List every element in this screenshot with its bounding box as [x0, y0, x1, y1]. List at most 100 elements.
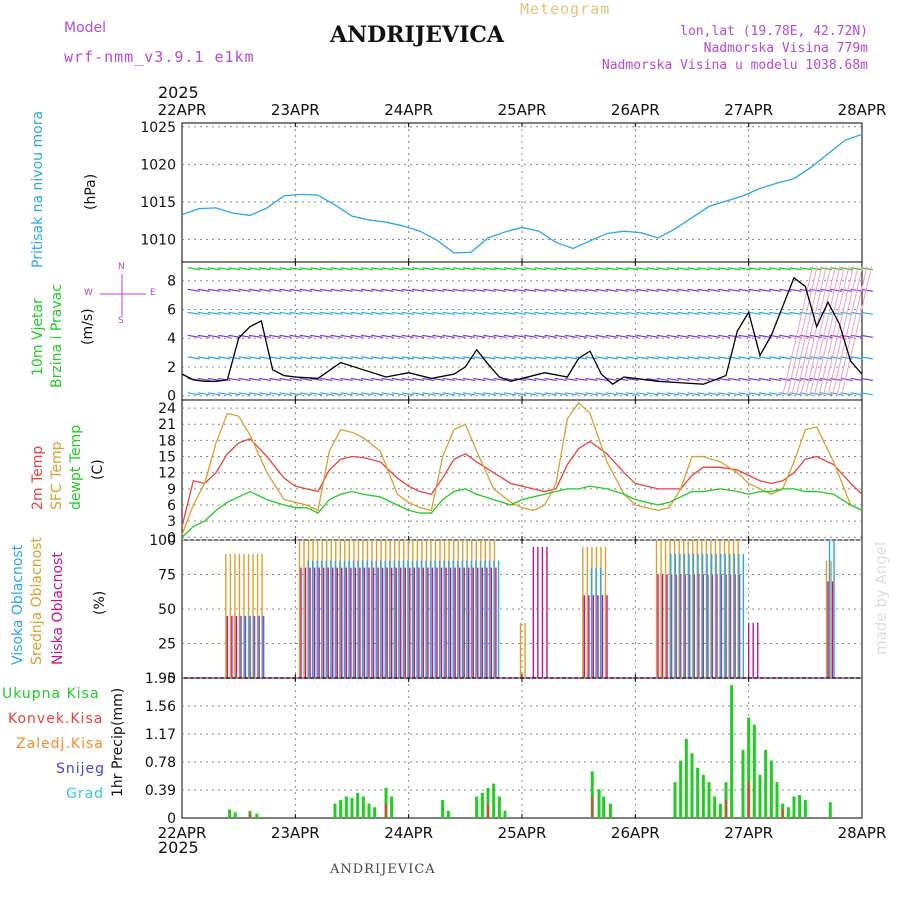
wind-barb [850, 356, 863, 360]
wind-barb [462, 356, 476, 360]
wind-barb [350, 377, 363, 382]
wind-barb [585, 311, 598, 315]
wind-barb [299, 334, 312, 338]
wind-barb [738, 356, 751, 360]
model-label: Model [64, 20, 107, 36]
wind-barb [585, 392, 598, 396]
wind-barb [228, 311, 241, 315]
wind-barb [371, 288, 384, 292]
xtick-label-top: 24APR [384, 101, 433, 119]
ytick-label-precip: 1.17 [145, 727, 176, 743]
wind-barb [320, 356, 333, 360]
precip-bar [758, 774, 762, 818]
wind-barb [840, 267, 853, 271]
wind-barb [473, 267, 486, 271]
wind-barb [636, 392, 649, 396]
wind-barb [707, 311, 720, 315]
wind-barb [768, 377, 782, 382]
wind-barb [340, 267, 353, 271]
ytick-label-temp: 18 [158, 433, 176, 449]
wind-barb [411, 356, 425, 360]
xtick-label-top: 25APR [498, 101, 547, 119]
wind-barb [554, 311, 567, 315]
cloud-unit: (%) [92, 590, 108, 615]
wind-barb [758, 356, 771, 360]
wind-barb [779, 334, 792, 338]
wind-barb [636, 288, 649, 292]
wind-barb [289, 377, 302, 382]
wind-label-1: 10m Vjetar [30, 298, 46, 376]
wind-barb [228, 377, 241, 382]
wind-barb [677, 311, 690, 315]
wind-barb [728, 311, 741, 315]
precip-bar [730, 685, 734, 818]
wind-barb [279, 392, 292, 396]
wind-barb [309, 392, 323, 396]
cloud-label-high: Visoka Oblacnost [10, 544, 26, 665]
wind-barb [524, 377, 537, 382]
wind-barb [218, 356, 231, 360]
wind-barb [258, 288, 272, 292]
wind-barb [595, 267, 608, 271]
wind-barb [442, 377, 455, 382]
wind-barb [218, 334, 231, 338]
wind-barb [687, 334, 700, 338]
precip-bar [690, 753, 694, 818]
wind-barb [320, 267, 333, 271]
wind-barb [218, 377, 231, 382]
precip-bar [696, 767, 700, 818]
wind-barb [677, 392, 690, 396]
wind-barb [656, 377, 669, 382]
compass-n: N [118, 262, 125, 272]
wind-barb [432, 334, 445, 338]
wind-barb [371, 377, 384, 382]
wind-barb [207, 377, 221, 382]
precip-bar [503, 810, 507, 818]
wind-barb [320, 392, 333, 396]
wind-barb [289, 334, 302, 338]
series-line-temp [181, 438, 863, 527]
wind-barb [197, 356, 210, 360]
wind-barb [626, 267, 639, 271]
wind-barb [544, 356, 557, 360]
wind-barb [289, 288, 302, 292]
wind-barb [279, 334, 292, 338]
ytick-label-precip: 0 [167, 811, 176, 827]
wind-barb [371, 311, 384, 315]
wind-barb [411, 288, 425, 292]
wind-barb [575, 288, 588, 292]
precip-bar [781, 809, 784, 818]
legend-snow: Snijeg [56, 761, 106, 777]
compass-s: S [118, 316, 124, 326]
wind-barb [513, 356, 527, 360]
wind-barb [615, 334, 629, 338]
wind-barb [717, 392, 731, 396]
precip-bar [741, 749, 745, 818]
wind-barb [218, 311, 231, 315]
wind-barb [656, 288, 669, 292]
wind-barb [279, 311, 292, 315]
wind-barb [360, 356, 374, 360]
wind-barb-strong [782, 266, 814, 396]
wind-barb [615, 356, 629, 360]
wind-barb-strong [791, 266, 823, 396]
wind-barb [636, 311, 649, 315]
wind-barb [197, 334, 210, 338]
wind-barb [248, 311, 261, 315]
wind-barb [687, 356, 700, 360]
wind-barb [779, 267, 792, 271]
wind-barb [350, 356, 363, 360]
pressure-unit: (hPa) [83, 173, 99, 210]
wind-barb [595, 311, 608, 315]
wind-barb [717, 334, 731, 338]
wind-barb [320, 334, 333, 338]
wind-barb [258, 377, 272, 382]
wind-barb [309, 377, 323, 382]
wind-barb [738, 288, 751, 292]
wind-barb [605, 377, 618, 382]
wind-barb [707, 288, 720, 292]
wind-barb [595, 392, 608, 396]
wind-barb [758, 311, 771, 315]
wind-barb [779, 377, 792, 382]
ytick-label-temp: 15 [158, 450, 176, 466]
